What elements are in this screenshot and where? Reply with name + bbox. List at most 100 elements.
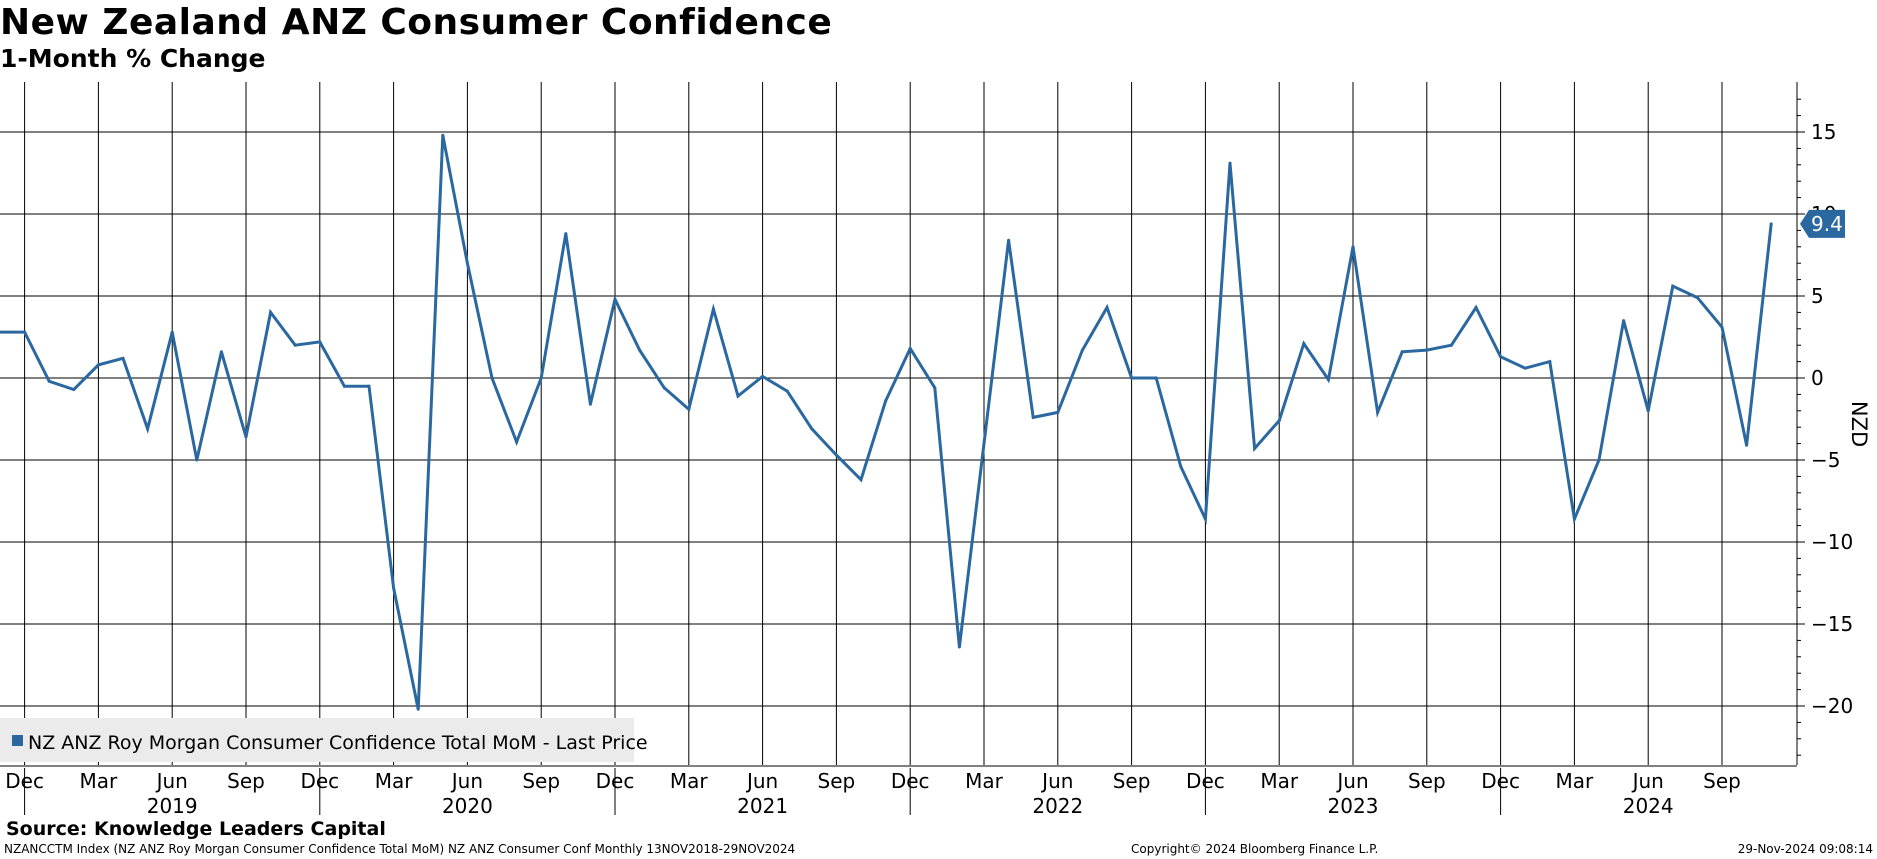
data-point	[1745, 443, 1749, 447]
data-point	[1302, 342, 1306, 346]
last-value-text: 9.4	[1811, 212, 1843, 236]
x-tick-label: Jun	[1631, 769, 1664, 793]
data-point	[564, 232, 568, 236]
data-point	[1179, 465, 1183, 469]
data-point	[1449, 343, 1453, 347]
data-point	[441, 133, 445, 137]
legend-label: NZ ANZ Roy Morgan Consumer Confidence To…	[28, 732, 648, 754]
last-value-marker: 9.4	[1800, 209, 1845, 238]
data-point	[1597, 458, 1601, 462]
x-tick-label: Jun	[450, 769, 483, 793]
series-line	[0, 135, 1773, 710]
x-tick-label: Sep	[1113, 769, 1151, 793]
data-point	[1277, 419, 1281, 423]
x-tick-label: Mar	[80, 769, 119, 793]
data-point	[539, 376, 543, 380]
data-point	[170, 330, 174, 334]
data-point	[293, 343, 297, 347]
gridlines	[0, 82, 1797, 765]
data-point	[416, 707, 420, 711]
data-point	[1007, 238, 1011, 242]
data-point	[1130, 376, 1134, 380]
y-tick-label: −15	[1811, 612, 1853, 636]
data-point	[1646, 409, 1650, 413]
x-tick-label: Jun	[1335, 769, 1368, 793]
data-point	[269, 310, 273, 314]
data-point	[588, 402, 592, 406]
data-point	[219, 350, 223, 354]
y-tick-label: −5	[1811, 448, 1840, 472]
data-point	[1154, 376, 1158, 380]
y-tick-label: −20	[1811, 694, 1853, 718]
x-tick-label: Mar	[375, 769, 414, 793]
legend: NZ ANZ Roy Morgan Consumer Confidence To…	[0, 718, 648, 762]
x-tick-label: Mar	[1260, 769, 1299, 793]
data-point	[957, 645, 961, 649]
x-year-label: 2020	[442, 794, 493, 818]
data-point	[1351, 245, 1355, 249]
data-point	[785, 389, 789, 393]
data-point	[23, 330, 27, 334]
data-point	[933, 386, 937, 390]
data-point	[1376, 410, 1380, 414]
data-point	[884, 399, 888, 403]
data-point	[613, 297, 617, 301]
data-point	[1671, 284, 1675, 288]
data-point	[736, 394, 740, 398]
data-point	[121, 356, 125, 360]
x-tick-label: Sep	[522, 769, 560, 793]
data-point	[72, 387, 76, 391]
x-tick-label: Jun	[745, 769, 778, 793]
data-point	[367, 384, 371, 388]
chart-title: New Zealand ANZ Consumer Confidence	[0, 2, 833, 43]
data-point	[1769, 222, 1773, 226]
x-tick-label: Jun	[1040, 769, 1073, 793]
data-point	[1548, 360, 1552, 364]
legend-background	[0, 718, 634, 762]
x-tick-label: Sep	[1703, 769, 1741, 793]
y-tick-label: 15	[1811, 120, 1836, 144]
x-tick-label: Mar	[1556, 769, 1595, 793]
data-point	[0, 330, 2, 334]
y-tick-label: 0	[1811, 366, 1824, 390]
x-year-label: 2021	[737, 794, 788, 818]
data-point	[96, 363, 100, 367]
data-point	[1695, 296, 1699, 300]
y-tick-label: −10	[1811, 530, 1853, 554]
source-note: Source: Knowledge Leaders Capital	[6, 818, 386, 840]
data-point	[1080, 348, 1084, 352]
data-point	[1622, 319, 1626, 323]
data-point	[465, 261, 469, 265]
data-point	[834, 453, 838, 457]
x-tick-label: Sep	[227, 769, 265, 793]
x-year-label: 2022	[1032, 794, 1083, 818]
x-tick-label: Sep	[1408, 769, 1446, 793]
data-point	[490, 376, 494, 380]
data-point	[1474, 305, 1478, 309]
x-year-label: 2019	[147, 794, 198, 818]
chart-subtitle: 1-Month % Change	[0, 44, 266, 73]
data-point	[687, 407, 691, 411]
data-point	[146, 427, 150, 431]
data-point	[195, 458, 199, 462]
x-year-label: 2023	[1328, 794, 1379, 818]
data-point	[1105, 305, 1109, 309]
x-tick-label: Sep	[818, 769, 856, 793]
data-point	[1326, 378, 1330, 382]
data-point	[638, 348, 642, 352]
data-point	[244, 435, 248, 439]
data-point	[318, 340, 322, 344]
data-point	[810, 427, 814, 431]
data-point	[908, 346, 912, 350]
data-point	[859, 478, 863, 482]
data-point	[1253, 447, 1257, 451]
data-point	[1400, 350, 1404, 354]
data-point	[1425, 348, 1429, 352]
data-point	[662, 386, 666, 390]
ticker-info: NZANCCTM Index (NZ ANZ Roy Morgan Consum…	[4, 842, 796, 856]
data-point	[342, 384, 346, 388]
data-point	[1523, 366, 1527, 370]
timestamp: 29-Nov-2024 09:08:14	[1737, 842, 1873, 856]
